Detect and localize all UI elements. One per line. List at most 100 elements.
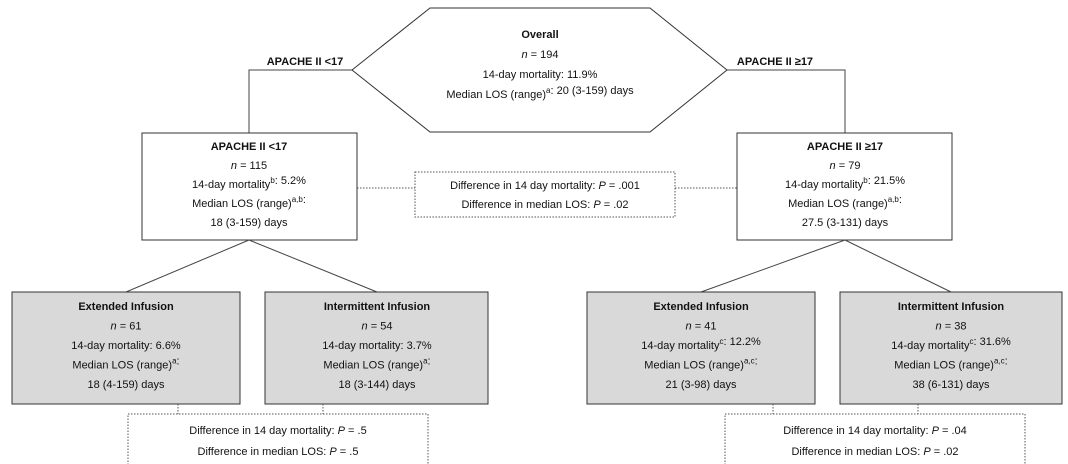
text-line: Median LOS (range)a,c: [644,355,757,371]
italic-text: n [936,320,942,332]
italic-text: n [686,320,692,332]
text-line: 14-day mortalityc: 12.2% [641,336,761,352]
text-line: n = 61 [111,320,142,332]
text: : [1005,355,1008,367]
text: = .04 [939,425,967,437]
text: 14-day mortality: 11.9% [483,69,598,81]
text-line: Difference in 14 day mortality: P = .04 [783,425,967,437]
text-line: Difference in median LOS: P = .02 [461,199,628,211]
text-line: n = 54 [362,320,393,332]
text: : [428,355,431,367]
text: 27.5 (3-131) days [802,217,889,229]
text-line: 18 (4-159) days [87,379,165,391]
text: Difference in median LOS: [461,199,593,211]
text-line: Median LOS (range)a,b: [788,194,902,210]
italic-text: n [111,320,117,332]
node-title: APACHE II ≥17 [807,141,883,153]
text: Difference in median LOS: [791,446,923,458]
text: Difference in 14 day mortality: [450,180,598,192]
connector [700,239,846,293]
text: Median LOS (range) [72,359,172,371]
text: : [303,194,306,206]
text: = 41 [692,320,717,332]
text: = .5 [337,446,359,458]
text: 14-day mortality [891,340,970,352]
text-line: 18 (3-144) days [338,379,416,391]
italic-text: n [521,49,527,61]
text-line: Median LOS (range)a: [72,355,179,371]
italic-text: n [830,160,836,172]
connector [727,69,846,133]
overall-node [351,7,728,133]
text-line: Difference in 14 day mortality: P = .001 [450,180,640,192]
italic-text: n [231,160,237,172]
text: = 38 [942,320,967,332]
text-line: Median LOS (range)a,b: [192,194,306,210]
branch-label: APACHE II ≥17 [737,56,813,68]
group-node [141,132,358,241]
text: 14-day mortality: 6.6% [71,340,181,352]
superscript: c [969,337,973,346]
text: = .02 [931,446,959,458]
text: = .001 [606,180,640,192]
superscript: a,b [292,195,304,204]
text-line: 14-day mortality: 11.9% [483,69,598,81]
node-title: APACHE II <17 [211,141,288,153]
connector [844,239,952,293]
text: 14-day mortality [641,340,720,352]
subgroup-node [586,291,816,405]
superscript: a [172,357,177,366]
italic-text: n [362,320,368,332]
comparison-box [724,413,1026,464]
text: Difference in 14 day mortality: [189,425,337,437]
text-line: Difference in 14 day mortality: P = .5 [189,425,366,437]
text: = 61 [117,320,142,332]
text: 18 (3-159) days [210,217,288,229]
comparison-box [414,171,676,218]
node-title: Overall [521,29,558,41]
text-line: n = 79 [830,160,861,172]
text-line: 21 (3-98) days [666,379,737,391]
italic-text: P [593,199,601,211]
text: : 5.2% [275,175,306,187]
superscript: a,c [744,357,755,366]
italic-text: P [932,425,940,437]
superscript: a,c [994,357,1005,366]
text: Difference in median LOS: [198,446,330,458]
text: : [755,355,758,367]
text: Median LOS (range) [323,359,423,371]
text: : 20 (3-159) days [550,85,634,97]
superscript: c [719,337,723,346]
node-title: Intermittent Infusion [324,301,431,313]
subgroup-node [11,291,241,405]
text: Median LOS (range) [894,359,994,371]
text: 18 (4-159) days [87,379,165,391]
connector [248,239,378,293]
text: : [177,355,180,367]
italic-text: P [338,425,346,437]
subgroup-node [839,291,1063,405]
text: 14-day mortality [192,179,271,191]
text: : [899,194,902,206]
branch-label: APACHE II <17 [267,56,344,68]
text: 21 (3-98) days [666,379,737,391]
text: : 31.6% [973,336,1011,348]
superscript: a [546,86,551,95]
text: Median LOS (range) [192,198,292,210]
node-title: Extended Infusion [78,301,174,313]
text-line: 14-day mortality: 3.7% [322,340,432,352]
superscript: b [270,176,275,185]
connector [125,239,250,293]
text-line: 18 (3-159) days [210,217,288,229]
subgroup-node [264,291,489,405]
text-line: 27.5 (3-131) days [802,217,889,229]
text-line: 14-day mortalityc: 31.6% [891,336,1011,352]
text-line: n = 115 [231,160,267,172]
text: = .5 [345,425,367,437]
text: = 115 [237,160,267,172]
italic-text: P [329,446,337,458]
superscript: a [423,357,428,366]
text-line: Difference in median LOS: P = .02 [791,446,958,458]
text: = 79 [836,160,861,172]
